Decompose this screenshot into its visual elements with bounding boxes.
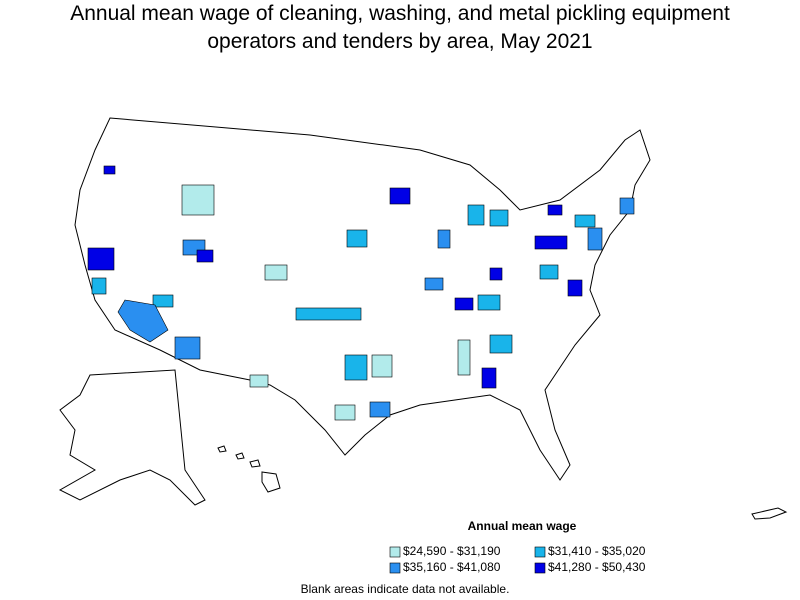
- areas: [87, 165, 635, 421]
- area: [346, 229, 368, 248]
- area: [489, 334, 513, 354]
- area: [489, 209, 509, 227]
- area: [152, 294, 174, 308]
- area: [117, 299, 169, 343]
- legend: Annual mean wage $24,590 - $31,190 $31,41…: [389, 519, 646, 574]
- area: [91, 277, 107, 295]
- legend-swatch: [389, 562, 401, 574]
- area: [174, 336, 201, 360]
- area: [334, 404, 356, 421]
- legend-label: $41,280 - $50,430: [548, 560, 646, 574]
- area: [87, 247, 115, 271]
- area: [264, 264, 288, 281]
- area: [369, 401, 391, 418]
- area: [196, 249, 214, 263]
- area: [539, 264, 559, 280]
- area: [103, 165, 116, 175]
- legend-label: $24,590 - $31,190: [403, 544, 501, 558]
- area: [457, 339, 471, 376]
- contiguous-us: [74, 117, 651, 481]
- legend-swatch: [534, 562, 546, 574]
- area: [344, 354, 368, 381]
- legend-title: Annual mean wage: [468, 519, 577, 533]
- area: [489, 267, 503, 281]
- map: [58, 117, 788, 520]
- area: [295, 307, 362, 321]
- area: [437, 229, 451, 249]
- area: [567, 279, 583, 297]
- area: [389, 187, 411, 205]
- area: [249, 374, 269, 388]
- legend-label: $35,160 - $41,080: [403, 560, 501, 574]
- area: [454, 297, 474, 311]
- alaska: [58, 369, 206, 506]
- area: [477, 294, 501, 311]
- legend-swatch: [534, 546, 546, 558]
- area: [181, 184, 215, 216]
- area: [467, 204, 485, 226]
- title-line: Annual mean wage of cleaning, washing, a…: [70, 2, 730, 25]
- area: [424, 277, 444, 291]
- area: [574, 214, 596, 228]
- legend-swatch: [389, 546, 401, 558]
- hawaii: [217, 445, 281, 493]
- footnote: Blank areas indicate data not available.: [301, 582, 510, 596]
- area: [587, 227, 603, 251]
- area: [534, 235, 568, 250]
- area: [547, 204, 563, 216]
- puerto-rico: [751, 507, 788, 520]
- area: [481, 367, 497, 389]
- title-line: operators and tenders by area, May 2021: [207, 30, 592, 53]
- area: [619, 197, 635, 215]
- legend-label: $31,410 - $35,020: [548, 544, 646, 558]
- area: [371, 354, 393, 378]
